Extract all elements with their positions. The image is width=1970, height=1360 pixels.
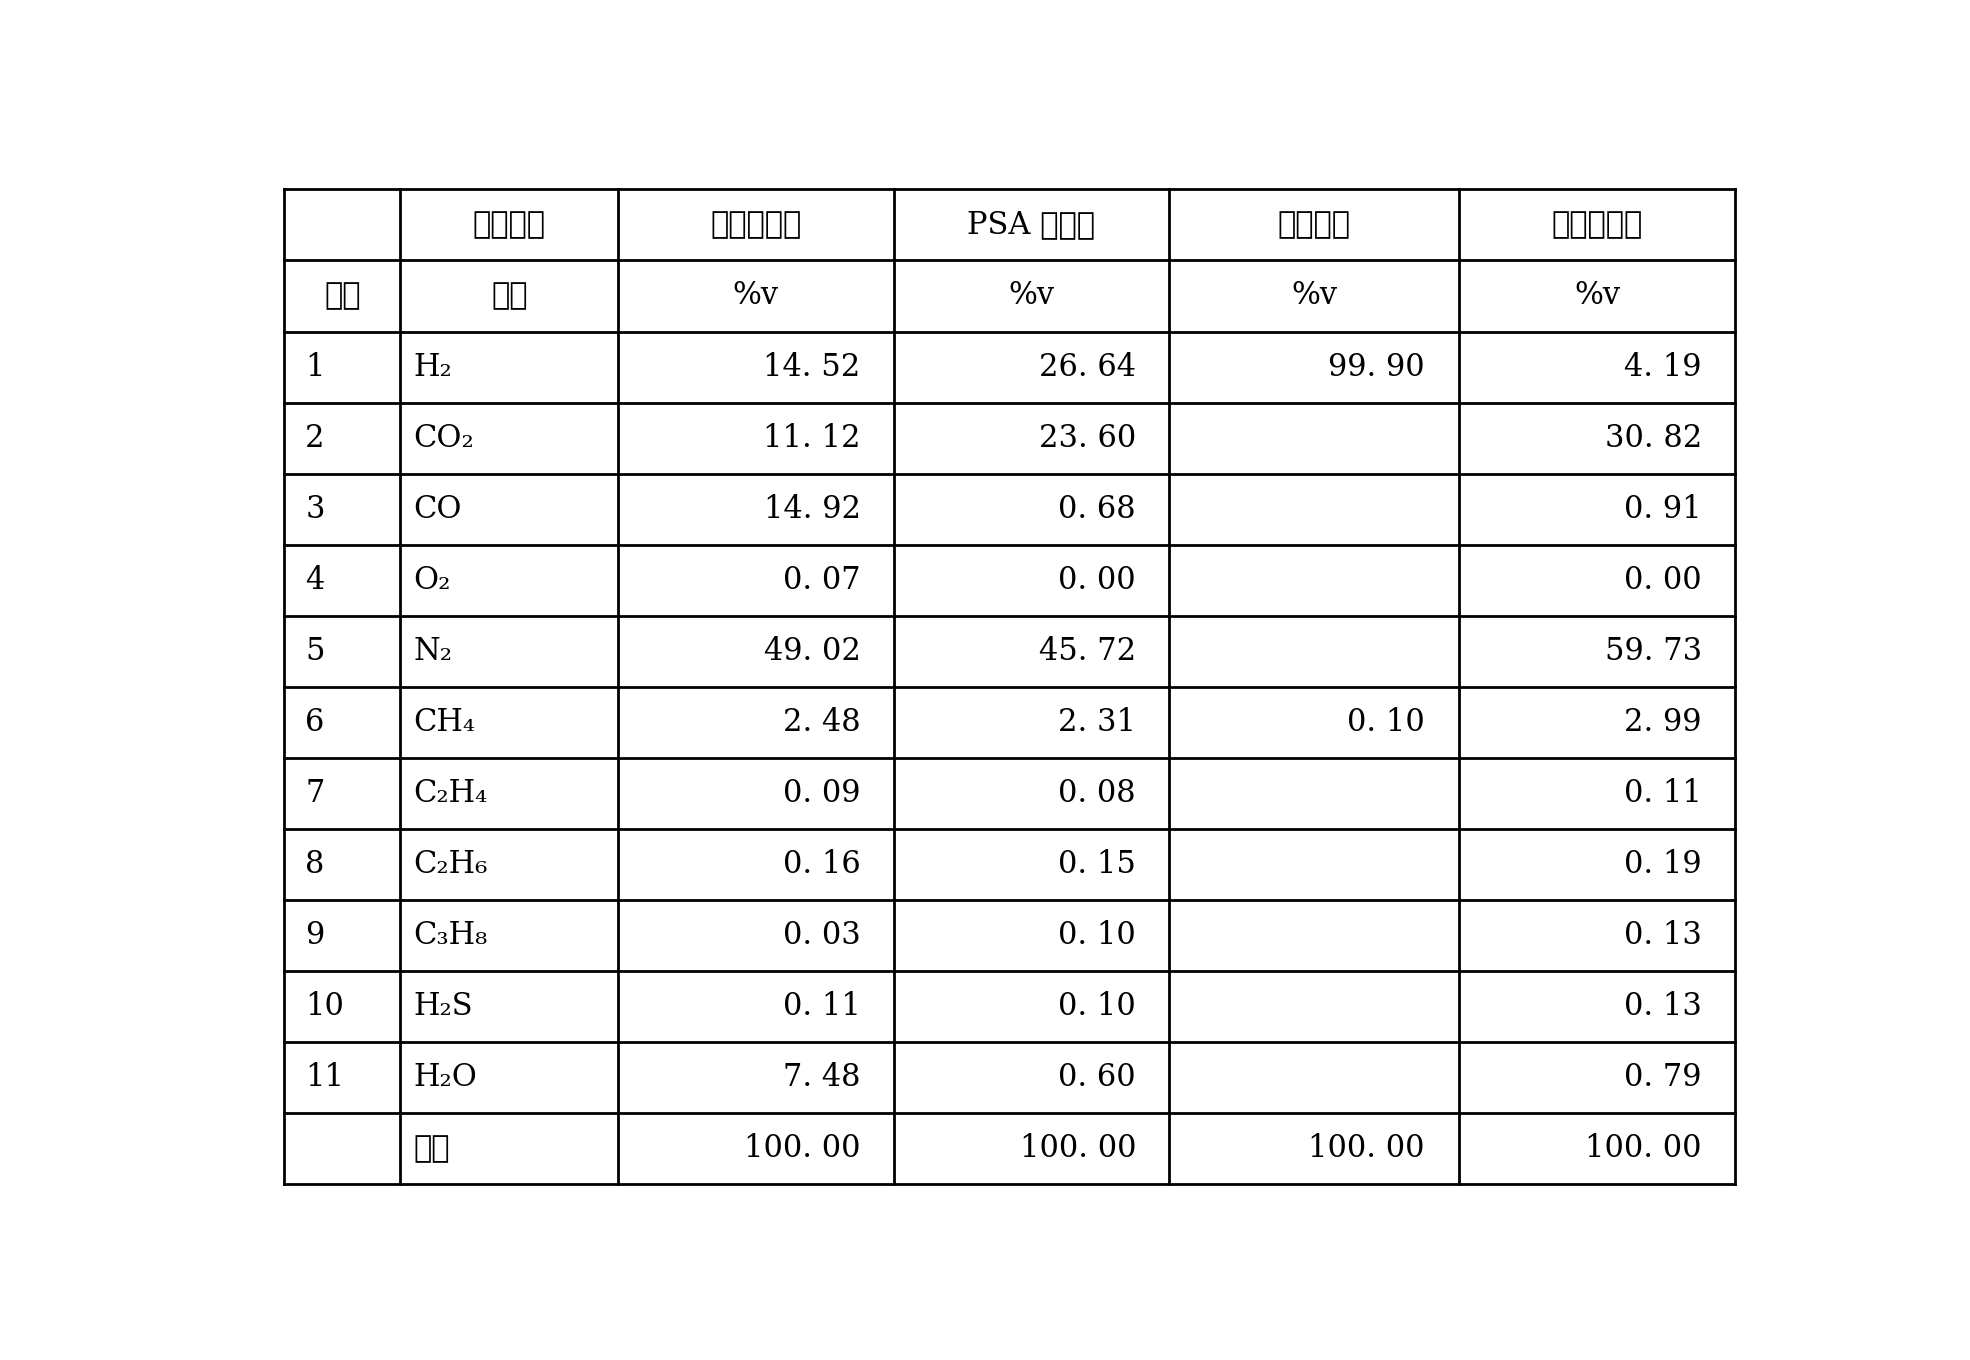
Text: 100. 00: 100. 00 (745, 1133, 861, 1164)
Text: 1: 1 (305, 351, 325, 382)
Text: 0. 00: 0. 00 (1623, 564, 1702, 596)
Text: 49. 02: 49. 02 (764, 635, 861, 666)
Text: 0. 79: 0. 79 (1623, 1062, 1702, 1093)
Text: H₂S: H₂S (414, 991, 473, 1023)
Text: 序号: 序号 (325, 280, 361, 311)
Text: H₂: H₂ (414, 351, 453, 382)
Text: 7: 7 (305, 778, 325, 809)
Text: C₂H₄: C₂H₄ (414, 778, 489, 809)
Text: 0. 08: 0. 08 (1058, 778, 1137, 809)
Text: 0. 19: 0. 19 (1623, 849, 1702, 880)
Text: 100. 00: 100. 00 (1020, 1133, 1137, 1164)
Text: 99. 90: 99. 90 (1328, 351, 1424, 382)
Text: 10: 10 (305, 991, 345, 1023)
Text: 合计: 合计 (414, 1133, 449, 1164)
Text: 0. 00: 0. 00 (1058, 564, 1137, 596)
Text: CO₂: CO₂ (414, 423, 475, 454)
Text: 2. 99: 2. 99 (1623, 707, 1702, 738)
Text: 6: 6 (305, 707, 325, 738)
Text: 26. 64: 26. 64 (1038, 351, 1137, 382)
Text: 产品氢气: 产品氢气 (1279, 209, 1351, 241)
Text: 30. 82: 30. 82 (1604, 423, 1702, 454)
Text: 2. 31: 2. 31 (1058, 707, 1137, 738)
Text: 8: 8 (305, 849, 325, 880)
Text: 0. 91: 0. 91 (1623, 494, 1702, 525)
Text: 5: 5 (305, 635, 325, 666)
Text: N₂: N₂ (414, 635, 453, 666)
Text: H₂O: H₂O (414, 1062, 477, 1093)
Text: 物流名称: 物流名称 (473, 209, 546, 241)
Text: 2: 2 (305, 423, 325, 454)
Text: 14. 92: 14. 92 (764, 494, 861, 525)
Text: 59. 73: 59. 73 (1606, 635, 1702, 666)
Text: 45. 72: 45. 72 (1038, 635, 1137, 666)
Text: C₂H₆: C₂H₆ (414, 849, 489, 880)
Text: 原料荒煤气: 原料荒煤气 (709, 209, 802, 241)
Text: 11: 11 (305, 1062, 345, 1093)
Text: 0. 15: 0. 15 (1058, 849, 1137, 880)
Text: 2. 48: 2. 48 (782, 707, 861, 738)
Text: 0. 13: 0. 13 (1623, 991, 1702, 1023)
Text: 0. 13: 0. 13 (1623, 919, 1702, 951)
Text: 11. 12: 11. 12 (762, 423, 861, 454)
Text: 9: 9 (305, 919, 325, 951)
Text: %v: %v (1009, 280, 1054, 311)
Text: 14. 52: 14. 52 (762, 351, 861, 382)
Text: CH₄: CH₄ (414, 707, 475, 738)
Text: 0. 11: 0. 11 (1623, 778, 1702, 809)
Text: 0. 09: 0. 09 (782, 778, 861, 809)
Text: 0. 10: 0. 10 (1058, 991, 1137, 1023)
Text: 100. 00: 100. 00 (1308, 1133, 1424, 1164)
Text: 组分: 组分 (491, 280, 528, 311)
Text: %v: %v (1574, 280, 1619, 311)
Text: 7. 48: 7. 48 (782, 1062, 861, 1093)
Text: C₃H₈: C₃H₈ (414, 919, 489, 951)
Text: 0. 11: 0. 11 (782, 991, 861, 1023)
Text: 4: 4 (305, 564, 325, 596)
Text: 100. 00: 100. 00 (1586, 1133, 1702, 1164)
Text: CO: CO (414, 494, 463, 525)
Text: %v: %v (733, 280, 778, 311)
Text: %v: %v (1290, 280, 1338, 311)
Text: 4. 19: 4. 19 (1623, 351, 1702, 382)
Text: 0. 68: 0. 68 (1058, 494, 1137, 525)
Text: 0. 10: 0. 10 (1058, 919, 1137, 951)
Text: 23. 60: 23. 60 (1038, 423, 1137, 454)
Text: 0. 60: 0. 60 (1058, 1062, 1137, 1093)
Text: PSA 原料气: PSA 原料气 (967, 209, 1095, 241)
Text: 0. 07: 0. 07 (782, 564, 861, 596)
Text: 0. 16: 0. 16 (782, 849, 861, 880)
Text: 3: 3 (305, 494, 325, 525)
Text: 制氢解吸气: 制氢解吸气 (1552, 209, 1643, 241)
Text: O₂: O₂ (414, 564, 451, 596)
Text: 0. 10: 0. 10 (1347, 707, 1424, 738)
Text: 0. 03: 0. 03 (782, 919, 861, 951)
